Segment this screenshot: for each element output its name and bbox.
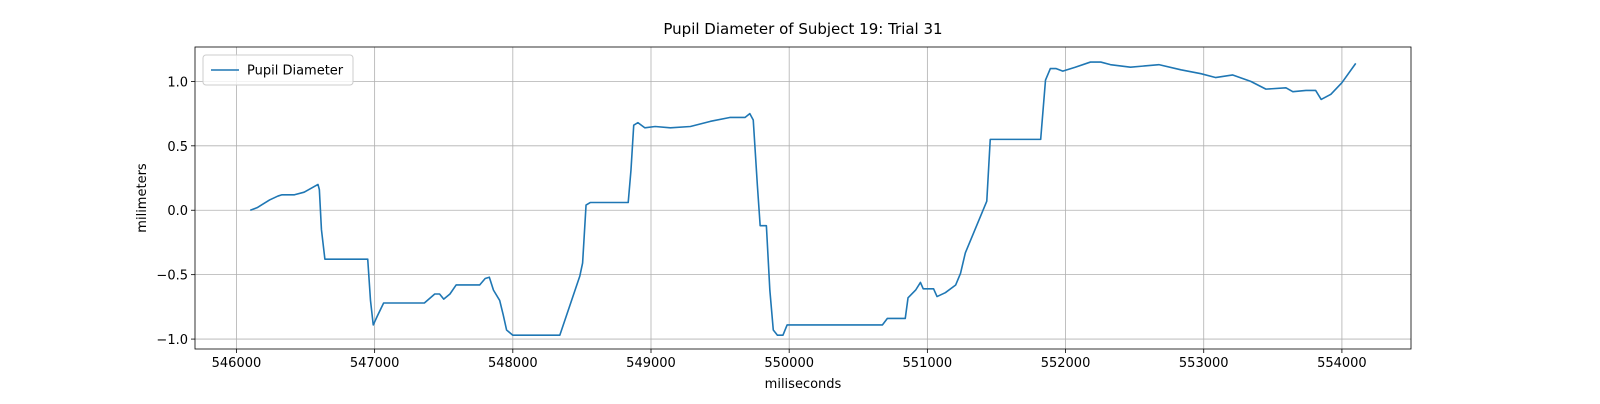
x-tick-label: 548000 — [488, 356, 538, 371]
y-tick-label: 1.0 — [167, 75, 188, 90]
x-tick-label: 547000 — [350, 356, 400, 371]
x-tick-label: 554000 — [1317, 356, 1367, 371]
x-axis-label: miliseconds — [765, 377, 842, 392]
data-line — [249, 61, 1357, 337]
y-tick-label: 0.0 — [167, 204, 188, 219]
x-tick-label: 549000 — [626, 356, 676, 371]
y-axis-label: milimeters — [135, 163, 150, 233]
x-tick-label: 553000 — [1179, 356, 1229, 371]
x-tick-label: 550000 — [764, 356, 814, 371]
y-tick-label: 0.5 — [167, 140, 188, 155]
x-tick-label: 552000 — [1041, 356, 1091, 371]
x-tick-label: 546000 — [212, 356, 262, 371]
chart-title: Pupil Diameter of Subject 19: Trial 31 — [663, 20, 942, 38]
y-tick-label: −0.5 — [156, 269, 188, 284]
legend: Pupil Diameter — [202, 54, 354, 86]
plot-frame — [194, 46, 1412, 350]
x-tick-label: 551000 — [903, 356, 953, 371]
y-tick-label: −1.0 — [156, 333, 188, 348]
legend-label: Pupil Diameter — [247, 64, 344, 79]
legend-box — [202, 54, 354, 86]
